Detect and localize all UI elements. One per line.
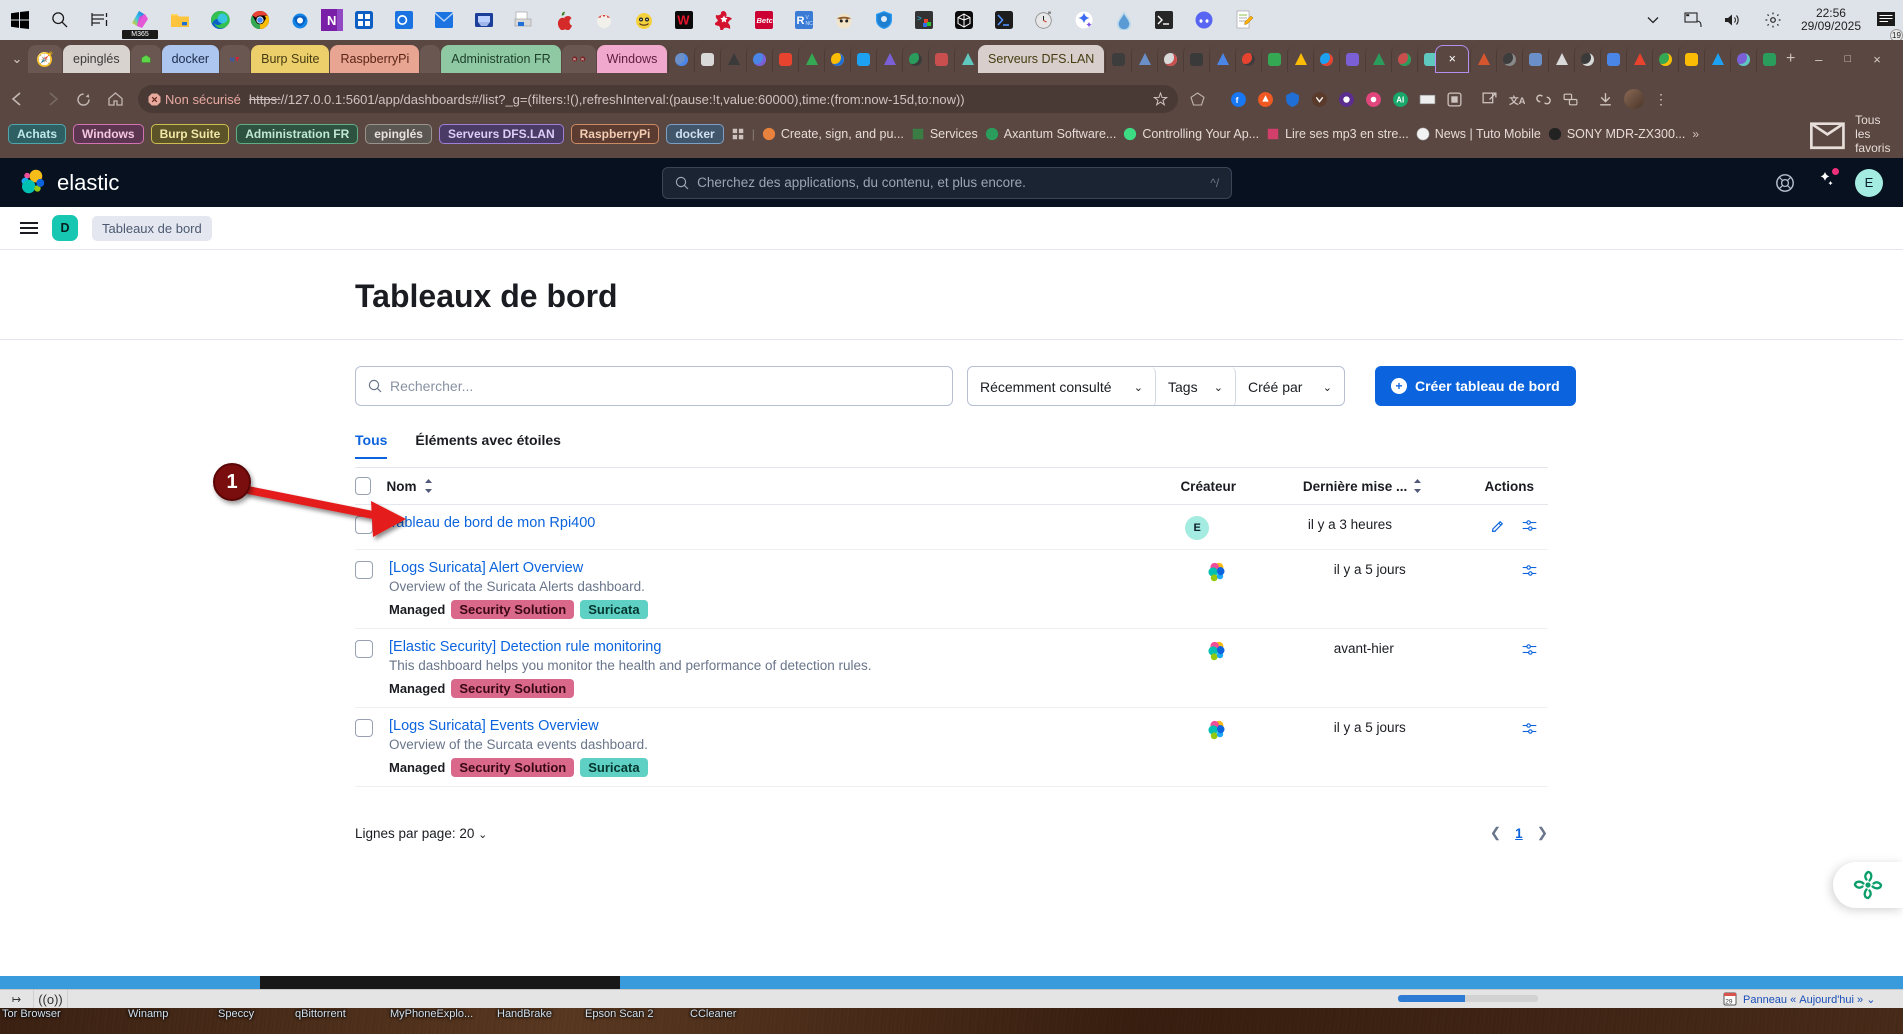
svg-text:29: 29 bbox=[1725, 999, 1733, 1006]
svg-text:>: > bbox=[917, 15, 922, 24]
svg-text:W: W bbox=[573, 57, 576, 61]
svg-text:W: W bbox=[677, 13, 690, 28]
svg-text:N: N bbox=[327, 13, 336, 28]
svg-text:AI: AI bbox=[1396, 95, 1404, 104]
svg-text:M: M bbox=[230, 57, 235, 63]
svg-text:Betclic: Betclic bbox=[757, 16, 775, 25]
svg-text:W: W bbox=[581, 57, 584, 61]
svg-text:R: R bbox=[797, 15, 805, 27]
svg-text:文A: 文A bbox=[1508, 94, 1525, 106]
svg-text:f: f bbox=[1236, 95, 1239, 105]
svg-text:NC: NC bbox=[806, 21, 814, 27]
